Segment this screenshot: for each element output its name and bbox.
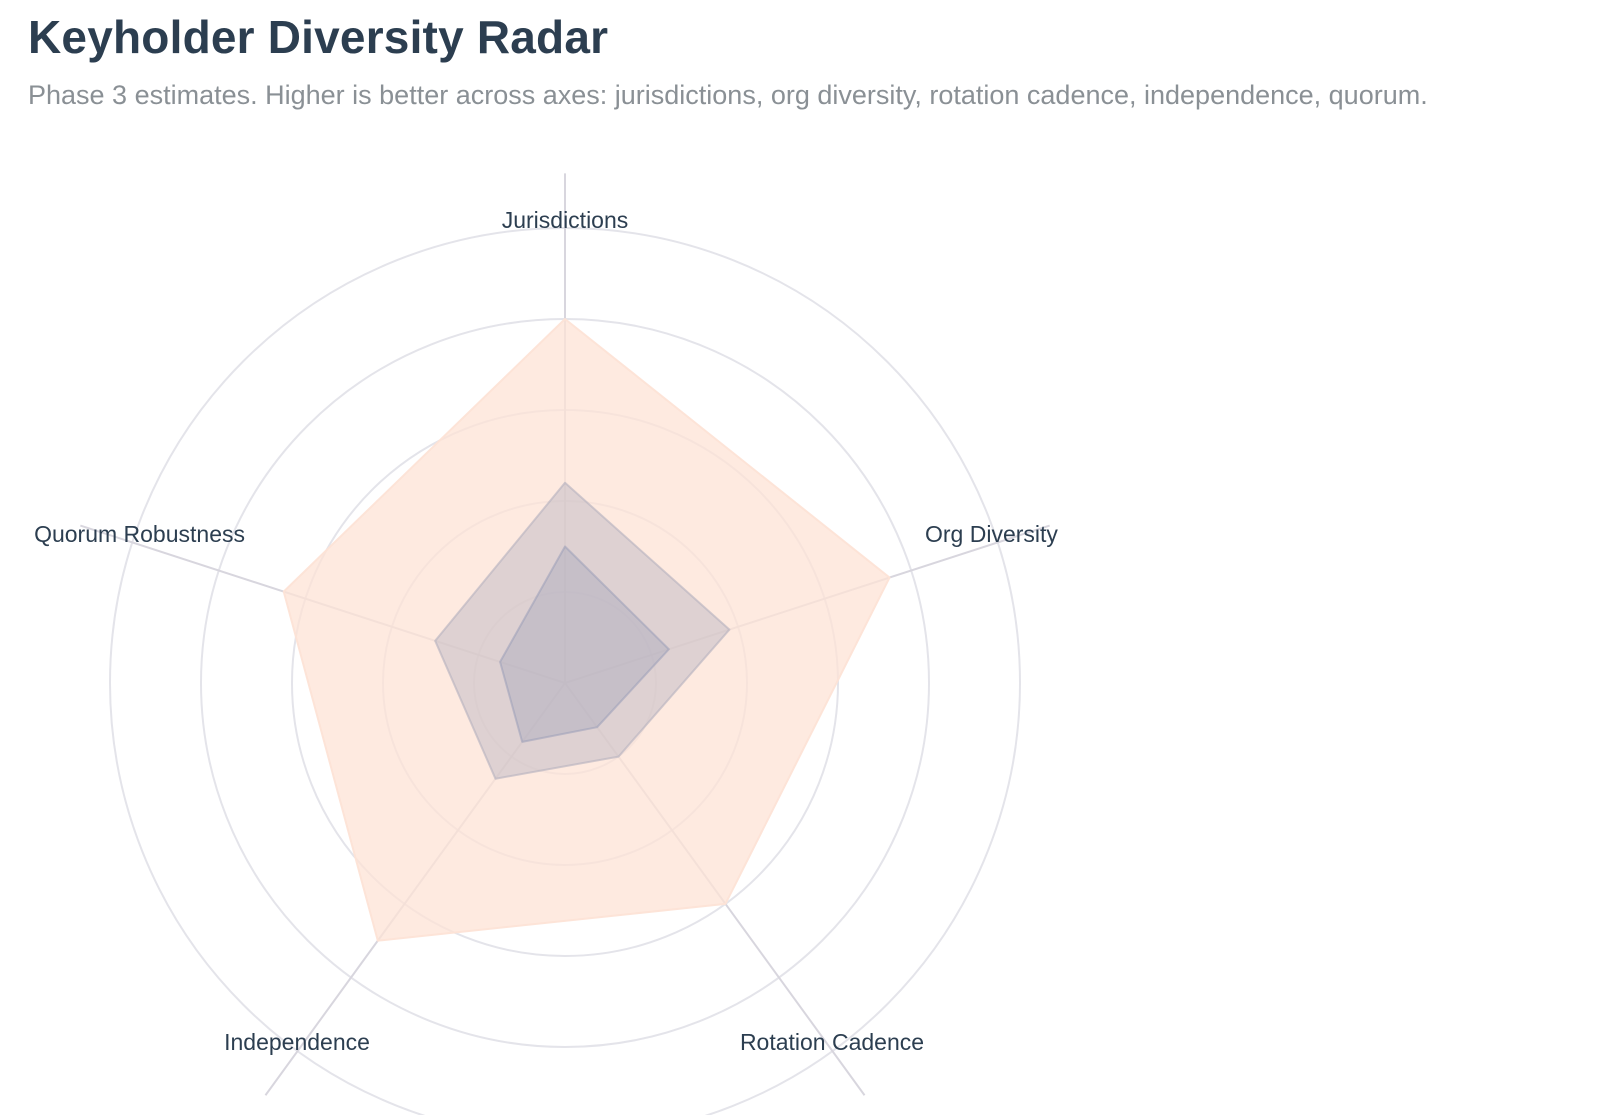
series-polygon-3 (499, 545, 670, 743)
chart-subtitle: Phase 3 estimates. Higher is better acro… (28, 80, 1428, 110)
series-polygon-1 (282, 318, 891, 942)
series-polygon-2 (434, 481, 731, 780)
axis-label-5: Quorum Robustness (34, 521, 245, 547)
chart-title: Keyholder Diversity Radar (28, 11, 609, 63)
radar-axis-labels: Jurisdictions Org Diversity Rotation Caden… (34, 207, 1058, 1055)
radar-series (282, 318, 891, 942)
axis-label-3: Rotation Cadence (740, 1029, 924, 1055)
axis-label-1: Jurisdictions (502, 207, 629, 233)
axis-label-4: Independence (224, 1029, 370, 1055)
axis-label-2: Org Diversity (925, 521, 1058, 547)
